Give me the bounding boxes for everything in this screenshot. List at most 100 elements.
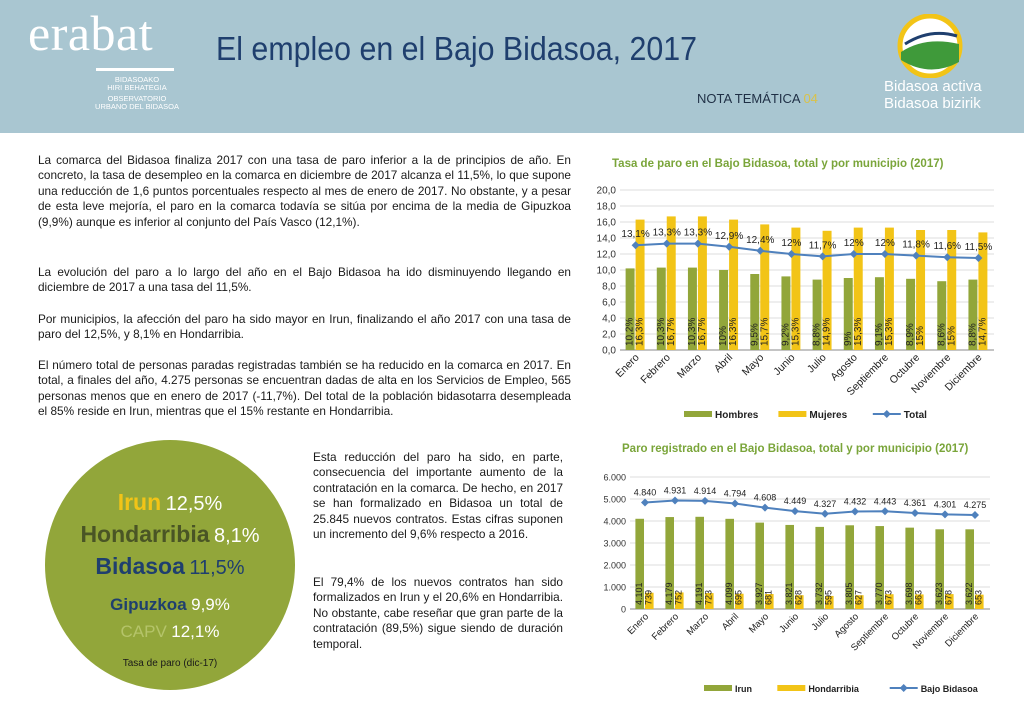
y-tick-label: 5.000 — [603, 495, 626, 505]
line-value-label: 11,7% — [809, 240, 837, 251]
line-point — [943, 253, 952, 262]
bidasoa-rate: Bidasoa 11,5% — [45, 553, 295, 580]
y-tick-label: 20,0 — [597, 186, 617, 197]
line-bajo-bidasoa — [644, 499, 976, 516]
bar-irun — [875, 526, 884, 609]
bar-mujeres — [947, 230, 957, 350]
irun-value: 12,5% — [165, 493, 223, 515]
bar-value-label: 8,9% — [905, 323, 916, 346]
x-tick-label: Marzo — [685, 611, 711, 637]
bar-value-label: 681 — [764, 590, 774, 605]
logo-sub-line: OBSERVATORIO — [107, 94, 167, 103]
line-value-label: 13,1% — [621, 229, 649, 240]
page-title: El empleo en el Bajo Bidasoa, 2017 — [216, 30, 698, 67]
line-value-label: 4.914 — [694, 486, 717, 496]
gipuzkoa-value: 9,9% — [191, 595, 230, 614]
x-tick-label: Marzo — [675, 352, 704, 381]
line-value-label: 4.608 — [754, 493, 777, 503]
y-tick-label: 4,0 — [602, 314, 616, 325]
x-tick-label: Febrero — [638, 352, 673, 387]
capv-value: 12,1% — [171, 622, 220, 641]
bar-irun — [845, 525, 854, 609]
irun-label: Irun — [117, 489, 162, 515]
y-tick-label: 2.000 — [603, 561, 626, 571]
bar-irun — [695, 516, 704, 609]
bar-hondarribia — [825, 595, 834, 609]
y-tick-label: 8,0 — [602, 282, 616, 293]
bar-value-label: 15,3% — [791, 318, 802, 346]
circle-note: Tasa de paro (dic-17) — [122, 658, 218, 669]
y-tick-label: 2,0 — [602, 330, 616, 341]
chart-paro-title: Paro registrado en el Bajo Bidasoa, tota… — [622, 443, 969, 455]
line-point — [941, 510, 949, 519]
gipuzkoa-rate: Gipuzkoa 9,9% — [45, 595, 295, 615]
line-value-label: 4.840 — [634, 488, 657, 498]
bar-value-label: 15% — [915, 326, 926, 346]
bar-value-label: 15,7% — [759, 318, 770, 346]
bar-value-label: 10,2% — [625, 318, 636, 346]
bar-hombres — [937, 281, 947, 350]
x-tick-label: Abril — [712, 352, 735, 375]
bar-value-label: 739 — [644, 590, 654, 605]
legend-swatch-marker — [899, 684, 908, 692]
legend-entry: Irun — [735, 684, 752, 694]
y-tick-label: 14,0 — [597, 234, 617, 245]
chart-tasa-paro: 0,0 2,0 4,0 6,0 8,0 10,0 12,0 14,0 16,0 18,0 20,0 1… — [597, 186, 994, 421]
y-tick-label: 4.000 — [603, 517, 626, 527]
line-point — [701, 496, 709, 505]
y-tick-label: 0,0 — [602, 346, 616, 357]
bar-value-label: 16,7% — [666, 318, 677, 346]
bar-value-label: 15% — [946, 326, 957, 346]
bar-value-label: 15,3% — [884, 318, 895, 346]
bar-hombres — [625, 268, 635, 350]
bar-hombres — [781, 276, 791, 350]
hondarribia-value: 8,1% — [213, 525, 260, 547]
bar-hombres — [687, 267, 697, 350]
bidasoa-value: 11,5% — [189, 557, 245, 579]
bar-value-label: 663 — [914, 590, 924, 605]
line-point — [818, 252, 827, 261]
bar-value-label: 695 — [734, 590, 744, 605]
paragraph-contratacion: Esta reducción del paro ha sido, en part… — [313, 450, 563, 542]
x-tick-label: Julio — [810, 611, 832, 633]
bar-value-label: 8,8% — [812, 323, 823, 346]
line-point — [974, 254, 983, 262]
bar-hondarribia — [915, 594, 924, 609]
bar-value-label: 4.101 — [634, 582, 644, 605]
bar-mujeres — [853, 227, 863, 350]
logo-sub-line: HIRI BEHATEGIA — [107, 83, 167, 92]
bar-value-label: 9,2% — [781, 323, 792, 346]
bar-value-label: 3.623 — [934, 582, 944, 605]
bar-irun — [815, 526, 824, 609]
bar-hondarribia — [705, 593, 714, 609]
bar-value-label: 3.732 — [814, 582, 824, 605]
paragraph-contratos: El 79,4% de los nuevos contratos han sid… — [313, 575, 563, 651]
line-point — [693, 239, 702, 248]
line-value-label: 4.443 — [874, 496, 897, 506]
paragraph-evolution: La evolución del paro a lo largo del año… — [38, 265, 571, 295]
bar-value-label: 15,3% — [853, 318, 864, 346]
bidasoa-activa-logo-icon — [897, 14, 963, 78]
paragraph-intro: La comarca del Bidasoa finaliza 2017 con… — [38, 153, 571, 229]
bar-hondarribia — [975, 594, 984, 609]
logo-underline — [96, 68, 174, 71]
x-tick-label: Enero — [613, 352, 641, 380]
bar-value-label: 4.191 — [694, 582, 704, 605]
legend-entry: Hombres — [715, 410, 759, 421]
bar-mujeres — [635, 219, 645, 350]
bar-value-label: 3.821 — [784, 582, 794, 605]
capv-label: CAPV — [120, 622, 167, 641]
line-point — [641, 498, 649, 507]
line-point — [631, 241, 640, 250]
line-value-label: 4.931 — [664, 486, 687, 496]
irun-rate: Irun 12,5% — [45, 489, 295, 516]
bar-hondarribia — [765, 594, 774, 609]
bar-hombres — [843, 278, 853, 350]
x-tick-label: Mayo — [740, 352, 767, 379]
line-value-label: 4.432 — [844, 496, 867, 506]
bar-hombres — [750, 274, 760, 350]
legend-entry: Bajo Bidasoa — [921, 684, 979, 694]
line-point — [671, 496, 679, 505]
line-value-label: 13,3% — [684, 228, 712, 239]
paragraph-municipios: Por municipios, la afección del paro ha … — [38, 312, 571, 342]
